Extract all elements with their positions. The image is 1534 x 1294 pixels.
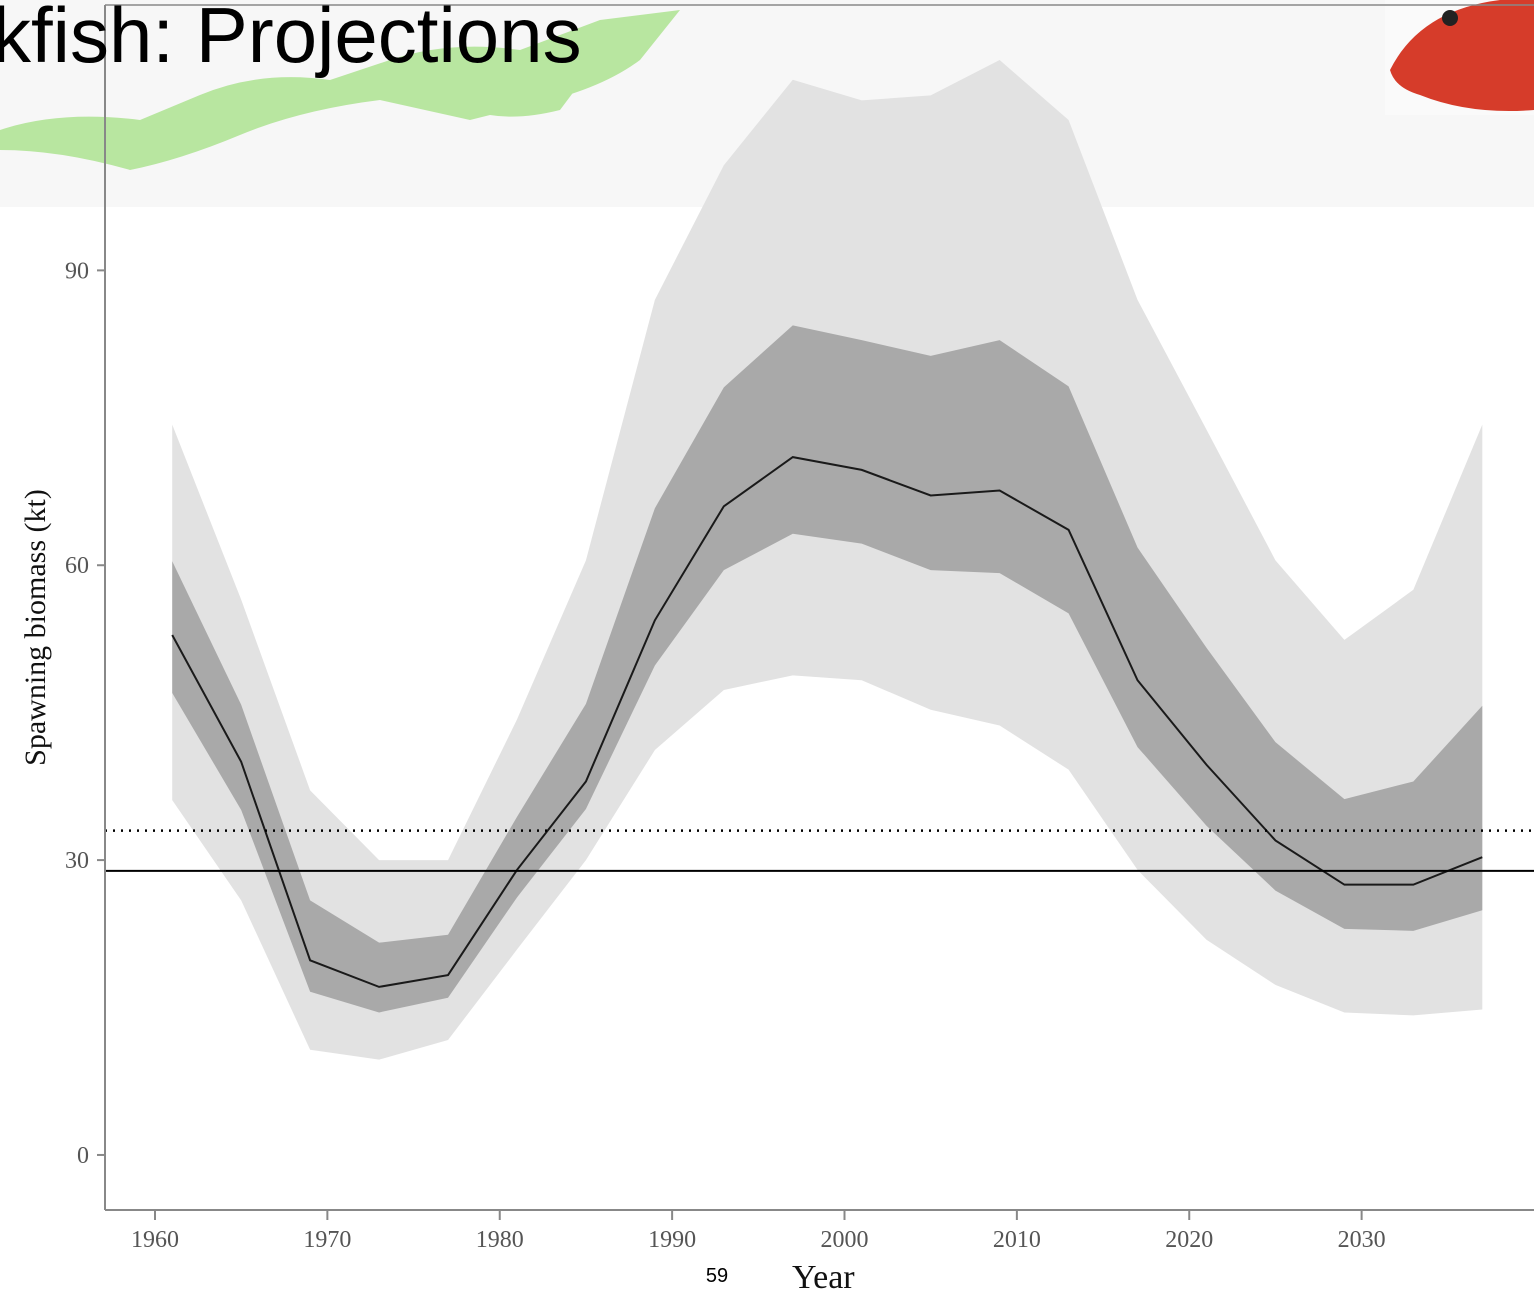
x-tick-label: 1960	[131, 1227, 179, 1253]
y-tick-label: 60	[65, 553, 89, 579]
fish-image	[1385, 0, 1534, 115]
median-line	[171, 456, 1483, 988]
page-number: 59	[706, 1265, 728, 1287]
x-tick-label: 1990	[648, 1227, 696, 1253]
x-tick-label: 1980	[476, 1227, 524, 1253]
y-tick-label: 0	[77, 1143, 89, 1169]
slide-title: kfish: Projections	[0, 0, 582, 79]
x-tick-label: 2020	[1165, 1227, 1213, 1253]
x-tick-label: 2010	[993, 1227, 1041, 1253]
y-tick-label: 30	[65, 848, 89, 874]
map-decoration	[0, 10, 680, 170]
y-tick-label: 90	[65, 258, 89, 284]
fan-band	[172, 60, 1483, 1060]
y-axis-label: Spawning biomass (kt)	[19, 489, 52, 766]
x-tick-label: 1970	[303, 1227, 351, 1253]
x-tick-label: 2030	[1338, 1227, 1386, 1253]
x-axis-label: Year	[792, 1259, 855, 1294]
x-tick-label: 2000	[820, 1227, 868, 1253]
